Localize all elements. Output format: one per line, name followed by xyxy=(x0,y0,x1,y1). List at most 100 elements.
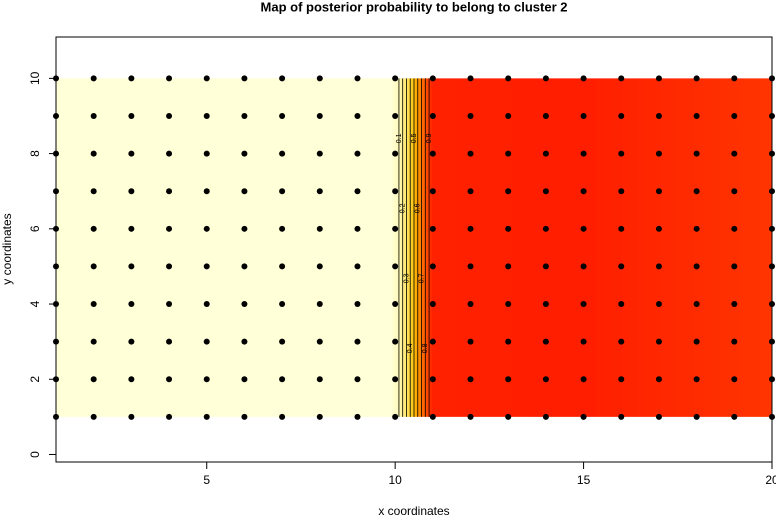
grid-point xyxy=(316,376,323,383)
grid-point xyxy=(128,112,135,119)
grid-point xyxy=(655,263,662,270)
grid-point xyxy=(542,112,549,119)
grid-point xyxy=(279,413,286,420)
grid-point xyxy=(655,413,662,420)
grid-point xyxy=(505,112,512,119)
grid-point xyxy=(241,150,248,157)
grid-point xyxy=(203,413,210,420)
y-tick-label: 2 xyxy=(28,376,42,383)
probability-band xyxy=(391,78,400,417)
grid-point xyxy=(241,225,248,232)
grid-point xyxy=(731,413,738,420)
contour-label: 0.6 xyxy=(415,203,422,213)
grid-point xyxy=(580,112,587,119)
grid-point xyxy=(316,112,323,119)
grid-point xyxy=(542,75,549,82)
grid-point xyxy=(392,301,399,308)
grid-point xyxy=(203,301,210,308)
grid-point xyxy=(392,338,399,345)
grid-point xyxy=(467,301,474,308)
grid-point xyxy=(279,150,286,157)
grid-point xyxy=(279,188,286,195)
grid-point xyxy=(731,301,738,308)
grid-point xyxy=(316,263,323,270)
grid-point xyxy=(316,225,323,232)
grid-point xyxy=(128,301,135,308)
grid-point xyxy=(166,413,173,420)
grid-point xyxy=(166,112,173,119)
grid-point xyxy=(693,150,700,157)
grid-point xyxy=(655,301,662,308)
grid-point xyxy=(618,376,625,383)
grid-point xyxy=(316,150,323,157)
grid-point xyxy=(279,263,286,270)
grid-point xyxy=(429,263,436,270)
grid-point xyxy=(542,188,549,195)
grid-point xyxy=(429,376,436,383)
contour-label: 0.4 xyxy=(407,343,414,353)
grid-point xyxy=(241,188,248,195)
grid-point xyxy=(655,112,662,119)
grid-point xyxy=(203,188,210,195)
grid-point xyxy=(392,150,399,157)
grid-point xyxy=(90,338,97,345)
grid-point xyxy=(279,376,286,383)
grid-point xyxy=(316,338,323,345)
grid-point xyxy=(128,188,135,195)
grid-point xyxy=(467,75,474,82)
grid-point xyxy=(467,413,474,420)
y-tick-label: 4 xyxy=(28,300,42,307)
probability-band xyxy=(583,78,773,417)
grid-point xyxy=(429,112,436,119)
grid-point xyxy=(166,150,173,157)
grid-point xyxy=(354,75,361,82)
x-tick-label: 15 xyxy=(577,473,591,487)
grid-point xyxy=(354,301,361,308)
grid-point xyxy=(128,338,135,345)
grid-point xyxy=(429,75,436,82)
grid-point xyxy=(655,188,662,195)
grid-point xyxy=(618,150,625,157)
grid-point xyxy=(693,188,700,195)
grid-point xyxy=(467,150,474,157)
contour-label: 0.7 xyxy=(418,273,425,283)
grid-point xyxy=(429,338,436,345)
grid-point xyxy=(241,301,248,308)
grid-point xyxy=(505,413,512,420)
grid-point xyxy=(731,75,738,82)
grid-point xyxy=(542,150,549,157)
grid-point xyxy=(203,338,210,345)
grid-point xyxy=(203,112,210,119)
grid-point xyxy=(90,225,97,232)
probability-band xyxy=(429,78,434,417)
grid-point xyxy=(279,338,286,345)
grid-point xyxy=(241,413,248,420)
grid-point xyxy=(429,301,436,308)
grid-point xyxy=(241,338,248,345)
grid-point xyxy=(128,225,135,232)
grid-point xyxy=(580,263,587,270)
grid-point xyxy=(505,263,512,270)
grid-point xyxy=(128,75,135,82)
grid-point xyxy=(241,376,248,383)
grid-point xyxy=(203,150,210,157)
contour-label: 0.2 xyxy=(400,203,407,213)
grid-point xyxy=(90,301,97,308)
grid-point xyxy=(693,376,700,383)
grid-point xyxy=(203,75,210,82)
grid-point xyxy=(241,263,248,270)
grid-point xyxy=(316,75,323,82)
grid-point xyxy=(203,376,210,383)
grid-point xyxy=(279,75,286,82)
grid-point xyxy=(429,413,436,420)
grid-point xyxy=(580,75,587,82)
grid-point xyxy=(693,338,700,345)
grid-point xyxy=(90,112,97,119)
grid-point xyxy=(166,301,173,308)
grid-point xyxy=(655,338,662,345)
grid-point xyxy=(128,413,135,420)
grid-point xyxy=(693,75,700,82)
grid-point xyxy=(542,225,549,232)
grid-point xyxy=(505,301,512,308)
